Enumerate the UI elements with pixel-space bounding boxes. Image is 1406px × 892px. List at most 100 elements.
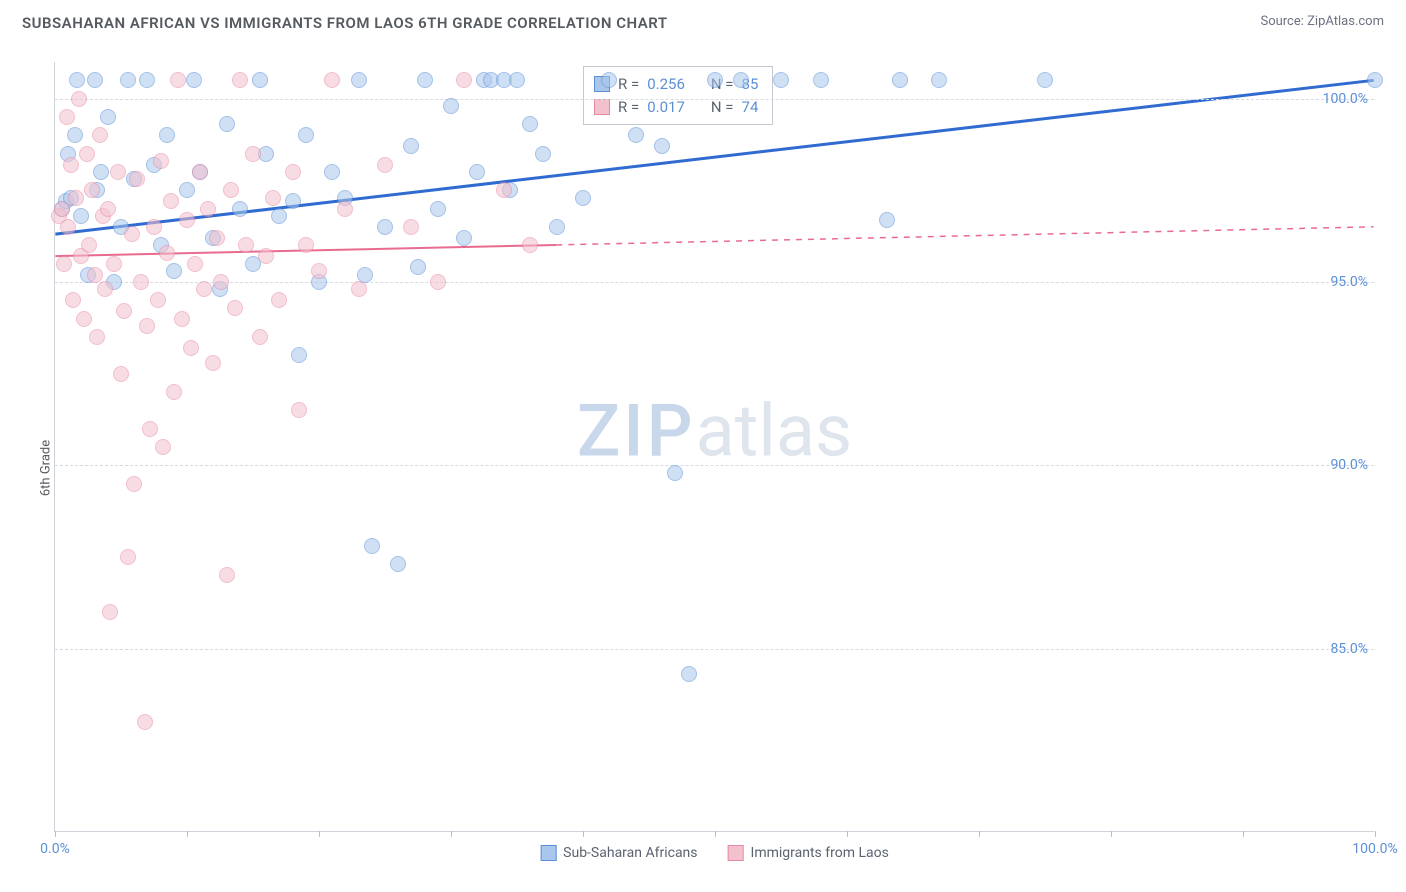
data-point-laos: [252, 329, 268, 345]
gridline: [55, 282, 1374, 283]
data-point-laos: [76, 311, 92, 327]
data-point-laos: [116, 303, 132, 319]
data-point-laos: [522, 237, 538, 253]
data-point-laos: [79, 146, 95, 162]
data-point-laos: [124, 226, 140, 242]
data-point-subsaharan: [535, 146, 551, 162]
data-point-subsaharan: [139, 72, 155, 88]
data-point-laos: [102, 604, 118, 620]
data-point-subsaharan: [813, 72, 829, 88]
data-point-laos: [213, 274, 229, 290]
data-point-subsaharan: [120, 72, 136, 88]
data-point-laos: [65, 292, 81, 308]
data-point-laos: [271, 292, 287, 308]
data-point-subsaharan: [931, 72, 947, 88]
legend-swatch-laos: [728, 845, 744, 861]
data-point-laos: [298, 237, 314, 253]
data-point-laos: [192, 164, 208, 180]
data-point-subsaharan: [179, 182, 195, 198]
data-point-subsaharan: [654, 138, 670, 154]
y-tick-label: 95.0%: [1330, 274, 1368, 290]
y-tick-label: 100.0%: [1323, 91, 1368, 107]
data-point-subsaharan: [252, 72, 268, 88]
data-point-subsaharan: [549, 219, 565, 235]
y-tick-label: 85.0%: [1330, 641, 1368, 657]
data-point-laos: [113, 366, 129, 382]
data-point-subsaharan: [69, 72, 85, 88]
stat-r-value: 0.256: [647, 73, 685, 96]
data-point-laos: [219, 567, 235, 583]
y-tick-label: 90.0%: [1330, 457, 1368, 473]
data-point-laos: [285, 164, 301, 180]
data-point-laos: [430, 274, 446, 290]
data-point-subsaharan: [443, 98, 459, 114]
gridline: [55, 99, 1374, 100]
data-point-laos: [159, 245, 175, 261]
data-point-subsaharan: [879, 212, 895, 228]
data-point-subsaharan: [73, 208, 89, 224]
x-tick: [715, 831, 716, 837]
data-point-laos: [403, 219, 419, 235]
data-point-subsaharan: [509, 72, 525, 88]
data-point-laos: [56, 256, 72, 272]
data-point-subsaharan: [1037, 72, 1053, 88]
data-point-laos: [71, 91, 87, 107]
data-point-subsaharan: [1367, 72, 1383, 88]
stat-r-label: R =: [618, 73, 639, 96]
data-point-laos: [200, 201, 216, 217]
data-point-laos: [187, 256, 203, 272]
data-point-subsaharan: [298, 127, 314, 143]
data-point-laos: [265, 190, 281, 206]
data-point-laos: [205, 355, 221, 371]
legend-swatch-subsaharan: [540, 845, 556, 861]
data-point-laos: [133, 274, 149, 290]
data-point-subsaharan: [364, 538, 380, 554]
data-point-laos: [223, 182, 239, 198]
data-point-subsaharan: [575, 190, 591, 206]
data-point-laos: [60, 219, 76, 235]
data-point-subsaharan: [357, 267, 373, 283]
data-point-subsaharan: [403, 138, 419, 154]
x-tick: [1375, 831, 1376, 837]
x-tick-label: 0.0%: [40, 841, 70, 857]
data-point-laos: [110, 164, 126, 180]
gridline: [55, 649, 1374, 650]
x-tick: [187, 831, 188, 837]
bottom-legend: Sub-Saharan AfricansImmigrants from Laos: [540, 845, 889, 861]
data-point-laos: [337, 201, 353, 217]
data-point-laos: [232, 72, 248, 88]
data-point-laos: [100, 201, 116, 217]
data-point-laos: [351, 281, 367, 297]
data-point-laos: [106, 256, 122, 272]
data-point-subsaharan: [417, 72, 433, 88]
trend-lines: [55, 62, 1374, 831]
data-point-laos: [59, 109, 75, 125]
data-point-laos: [89, 329, 105, 345]
data-point-laos: [209, 230, 225, 246]
data-point-subsaharan: [291, 347, 307, 363]
data-point-subsaharan: [469, 164, 485, 180]
data-point-subsaharan: [667, 465, 683, 481]
data-point-subsaharan: [430, 201, 446, 217]
chart-title: SUBSAHARAN AFRICAN VS IMMIGRANTS FROM LA…: [22, 14, 668, 32]
legend-label: Immigrants from Laos: [751, 845, 889, 861]
x-tick-label: 100.0%: [1352, 841, 1397, 857]
data-point-laos: [87, 267, 103, 283]
data-point-subsaharan: [159, 127, 175, 143]
data-point-laos: [120, 549, 136, 565]
data-point-laos: [68, 190, 84, 206]
data-point-subsaharan: [166, 263, 182, 279]
data-point-subsaharan: [707, 72, 723, 88]
legend-item-laos: Immigrants from Laos: [728, 845, 889, 861]
data-point-laos: [63, 157, 79, 173]
data-point-subsaharan: [93, 164, 109, 180]
data-point-laos: [456, 72, 472, 88]
data-point-subsaharan: [285, 193, 301, 209]
data-point-laos: [163, 193, 179, 209]
data-point-subsaharan: [390, 556, 406, 572]
data-point-laos: [97, 281, 113, 297]
data-point-laos: [155, 439, 171, 455]
x-tick: [451, 831, 452, 837]
swatch-laos: [594, 99, 610, 115]
data-point-laos: [166, 384, 182, 400]
